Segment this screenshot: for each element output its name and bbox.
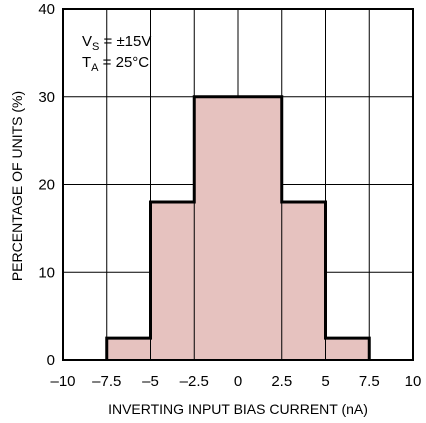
x-tick-labels: –10 –7.5 –5 –2.5 0 2.5 5 7.5 10 (50, 373, 421, 390)
histogram-bar-3 (281, 202, 326, 360)
annotation-supply: VS = ±15V (82, 33, 151, 53)
histogram-bar-0 (106, 338, 151, 360)
y-tick-label: 30 (38, 89, 55, 106)
x-tick-label: –2.5 (180, 373, 209, 390)
x-tick-label: 5 (321, 373, 329, 390)
y-tick-label: 20 (38, 177, 55, 194)
x-tick-label: 10 (405, 373, 422, 390)
histogram-bars (105, 95, 371, 360)
histogram-outline (105, 95, 371, 360)
y-tick-label: 40 (38, 1, 55, 18)
histogram-bar-4 (325, 338, 370, 360)
x-tick-label: –10 (50, 373, 75, 390)
plot-frame (62, 8, 414, 361)
x-tick-label: –5 (142, 373, 159, 390)
y-tick-label: 10 (38, 264, 55, 281)
x-tick-label: 2.5 (271, 373, 292, 390)
x-axis-label: INVERTING INPUT BIAS CURRENT (nA) (108, 401, 368, 417)
histogram-bar-1 (150, 202, 195, 360)
x-tick-label: 7.5 (359, 373, 380, 390)
x-tick-label: –7.5 (92, 373, 121, 390)
y-tick-labels: 0 10 20 30 40 (38, 1, 55, 369)
x-tick-label: 0 (234, 373, 242, 390)
annotations: VS = ±15V TA = 25°C (82, 33, 151, 74)
y-axis-label: PERCENTAGE OF UNITS (%) (9, 91, 25, 281)
y-tick-label: 0 (47, 352, 55, 369)
annotation-temperature: TA = 25°C (82, 54, 149, 74)
histogram-bar-2 (194, 96, 282, 360)
